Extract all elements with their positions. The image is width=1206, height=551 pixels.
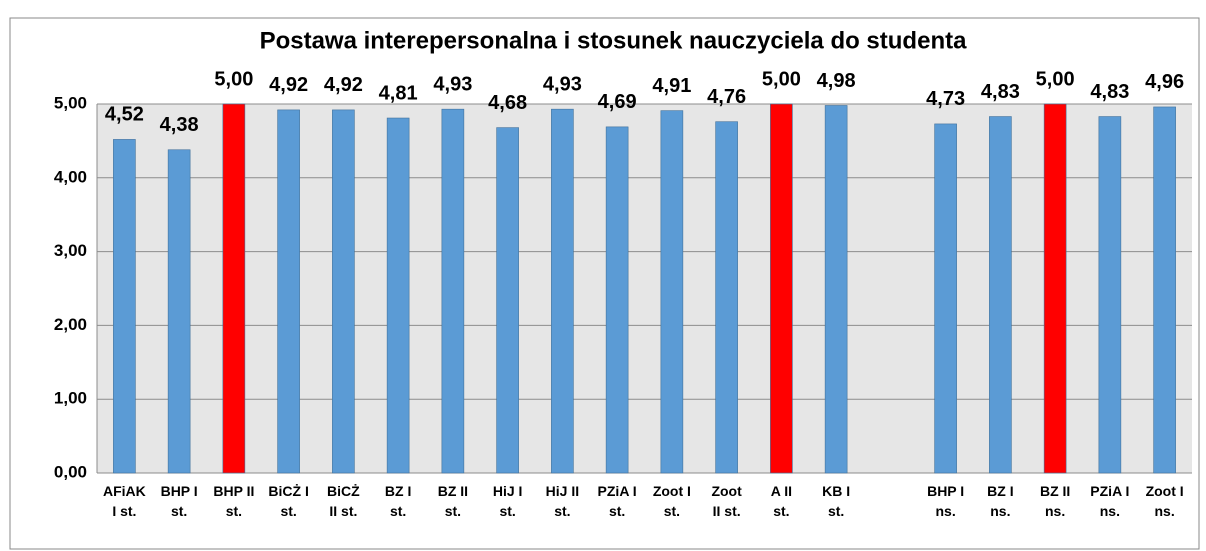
value-label: 4,73 [926,88,965,110]
x-tick-label: Zoot I ns. [1145,483,1184,519]
y-tick-label: 0,00 [54,462,87,481]
value-label: 4,91 [652,75,691,97]
x-tick-label: BZ II st. [437,483,469,519]
x-tick-label: BZ II ns. [1039,483,1071,519]
x-tick-label: AFiAK I st. [102,483,146,519]
x-tick-label: HiJ I st. [492,483,523,519]
bar [605,126,629,474]
value-label: 4,81 [379,82,418,104]
bar [770,103,793,474]
value-label: 4,76 [707,86,746,108]
value-label: 4,92 [324,74,363,96]
x-tick-label: BZ I ns. [987,483,1014,519]
value-label: 4,83 [1090,81,1129,103]
x-tick-label: BiCŻ I st. [268,483,309,519]
y-tick-label: 2,00 [54,315,87,334]
value-label: 4,68 [488,92,527,114]
y-tick-label: 5,00 [54,93,87,112]
x-tick-label: KB I st. [822,483,851,519]
x-tick-label: BiCŻ II st. [327,483,360,519]
value-label: 5,00 [1036,68,1075,90]
value-label: 4,93 [543,73,582,95]
bar [715,121,738,474]
bar [1153,106,1176,474]
x-tick-label: Zoot I st. [652,483,691,519]
bar [386,117,410,474]
bar [1098,116,1122,474]
value-label: 4,69 [598,91,637,113]
bar [277,109,300,474]
x-tick-label: A II st. [770,483,792,519]
bar [222,103,246,474]
x-tick-label: BHP I st. [160,483,198,519]
bar [934,123,957,474]
value-label: 4,38 [160,114,199,136]
bar [332,109,355,474]
value-label: 4,93 [433,73,472,95]
value-label: 5,00 [214,68,253,90]
value-label: 4,98 [817,70,856,92]
bar [551,108,574,474]
bar [167,149,191,474]
bar [989,116,1012,474]
bar [660,110,684,474]
bar [824,105,848,474]
value-label: 4,92 [269,74,308,96]
y-tick-label: 1,00 [54,389,87,408]
bar [496,127,519,474]
x-tick-label: PZiA I st. [597,483,637,519]
y-tick-label: 4,00 [54,167,87,186]
x-tick-label: Zoot II st. [711,483,742,519]
bar [441,108,465,474]
x-tick-label: BHP II st. [213,483,255,519]
bar [113,139,136,474]
bar [1043,103,1067,474]
value-label: 4,96 [1145,71,1184,93]
x-tick-label: HiJ II st. [545,483,580,519]
x-tick-label: BHP I ns. [927,483,965,519]
chart-title: Postawa interepersonalna i stosunek nauc… [260,27,968,54]
x-tick-label: BZ I st. [384,483,412,519]
value-label: 4,83 [981,81,1020,103]
plot-area [97,104,1192,473]
y-tick-label: 3,00 [54,241,87,260]
value-label: 4,52 [105,104,144,126]
value-label: 5,00 [762,68,801,90]
x-tick-label: PZiA I ns. [1090,483,1130,519]
